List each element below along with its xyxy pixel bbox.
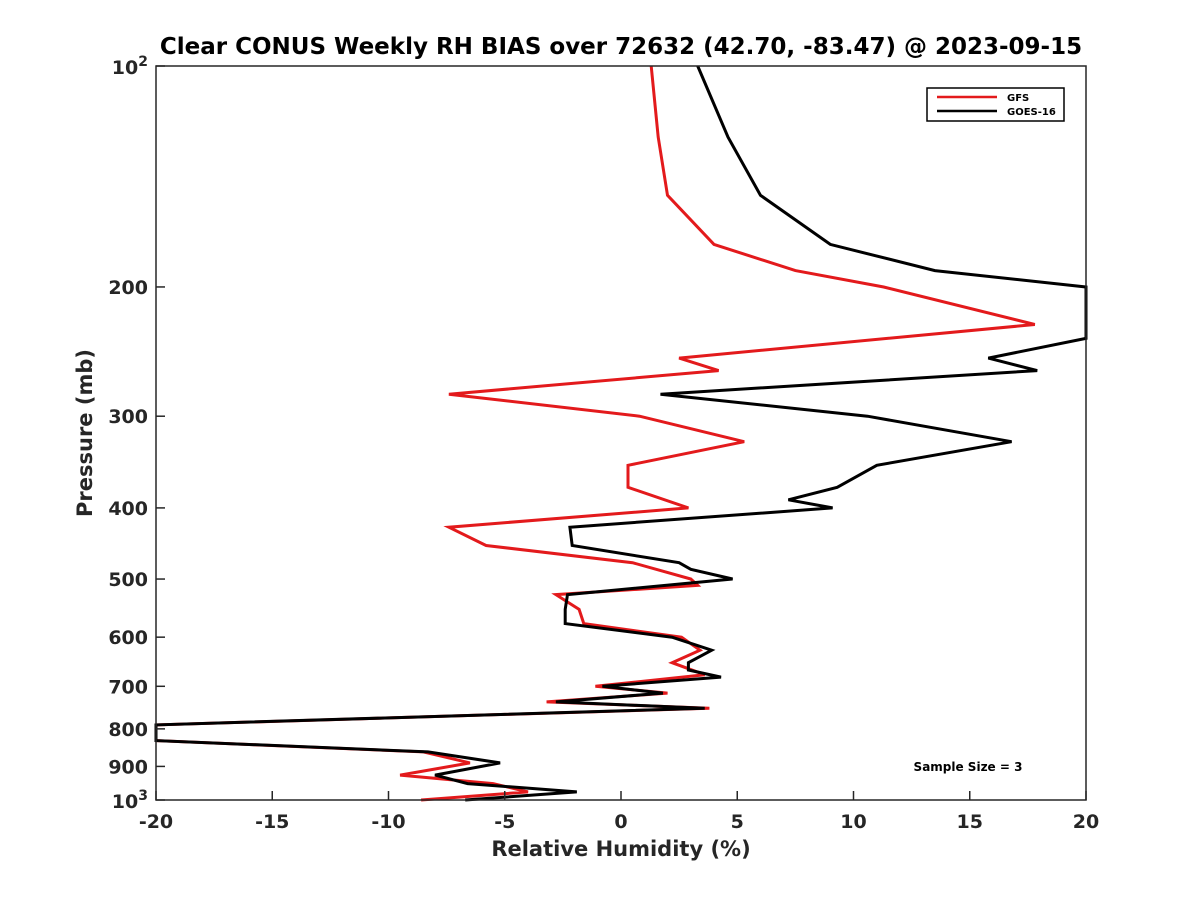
y-tick-label: 500 [108,569,148,591]
x-tick-label: 5 [731,811,744,833]
x-tick-label: -10 [371,811,405,833]
x-tick-label: -5 [494,811,515,833]
y-power-tick-label: 103 [112,788,148,813]
x-tick-label: 20 [1073,811,1099,833]
x-tick-label: 10 [840,811,866,833]
y-power-tick-label: 102 [112,54,148,79]
legend-entry: GOES-16 [1007,107,1056,118]
tick-layer: -20 -15 -10 -5 0 5 10 15 20 200 300 400 500 600 700 800… [108,54,1099,833]
sample-size-annotation: Sample Size = 3 [914,760,1023,774]
y-tick-label: 700 [108,676,148,698]
x-tick-label: -15 [255,811,289,833]
x-axis-label: Relative Humidity (%) [491,837,750,861]
series-layer [154,65,1088,802]
series-line-gfs [154,65,1036,802]
legend: GFS GOES-16 [926,87,1065,122]
y-tick-label: 200 [108,277,148,299]
y-tick-label: 400 [108,498,148,520]
legend-box [926,87,1065,122]
y-tick-label: 600 [108,627,148,649]
chart-title: Clear CONUS Weekly RH BIAS over 72632 (4… [160,34,1082,60]
y-tick-label: 800 [108,719,148,741]
y-axis-label: Pressure (mb) [73,349,97,517]
y-tick-label: 900 [108,756,148,778]
x-tick-label: 0 [614,811,627,833]
x-tick-label: 15 [957,811,983,833]
y-tick-label: 300 [108,406,148,428]
x-tick-label: -20 [139,811,173,833]
legend-entry: GFS [1007,93,1029,104]
